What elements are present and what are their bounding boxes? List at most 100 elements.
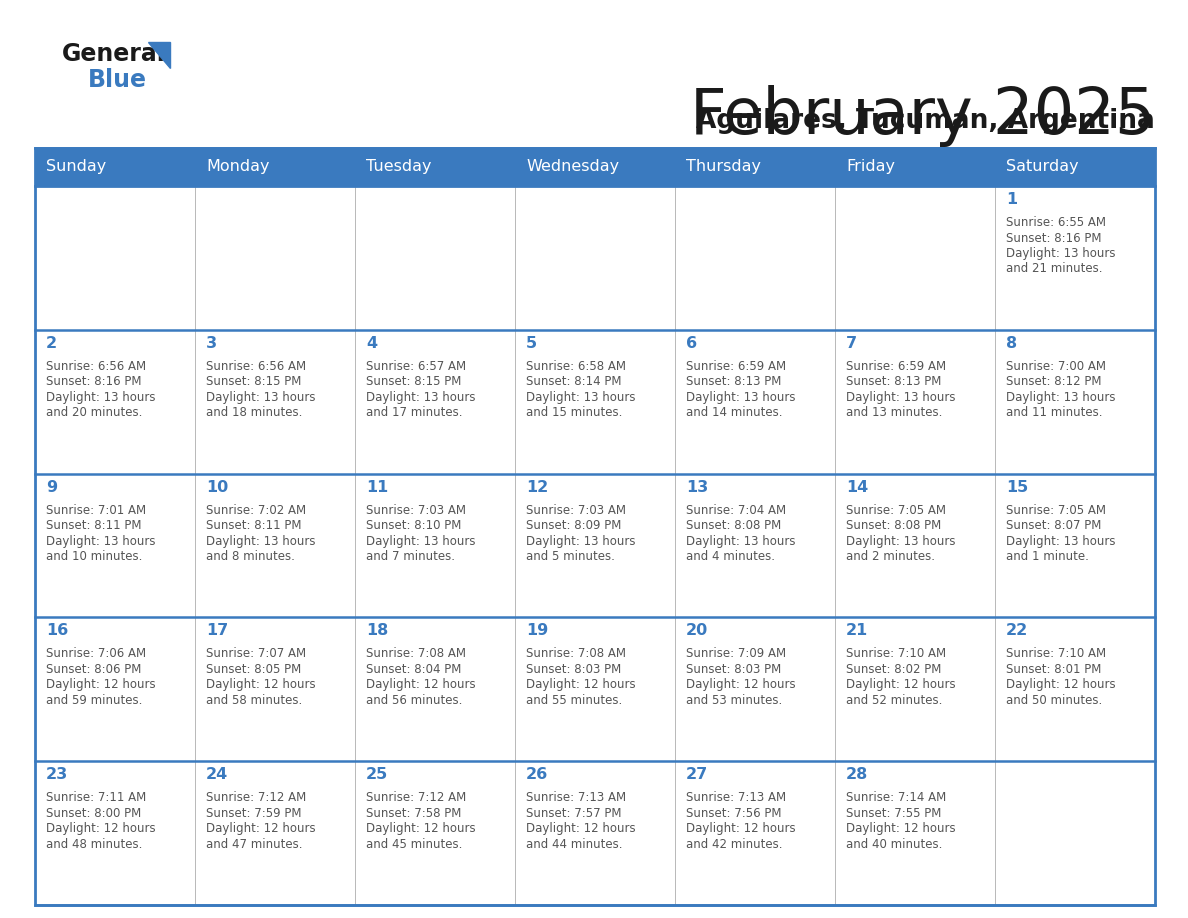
Text: and 13 minutes.: and 13 minutes. <box>846 407 942 420</box>
Text: Sunrise: 7:10 AM: Sunrise: 7:10 AM <box>1006 647 1106 660</box>
Text: Sunrise: 7:05 AM: Sunrise: 7:05 AM <box>1006 504 1106 517</box>
Text: 11: 11 <box>366 479 388 495</box>
Text: and 21 minutes.: and 21 minutes. <box>1006 263 1102 275</box>
Text: and 59 minutes.: and 59 minutes. <box>46 694 143 707</box>
Text: 26: 26 <box>526 767 549 782</box>
Text: and 17 minutes.: and 17 minutes. <box>366 407 462 420</box>
Text: 13: 13 <box>687 479 708 495</box>
Bar <box>835 474 996 618</box>
Text: 5: 5 <box>526 336 537 351</box>
Polygon shape <box>148 42 170 68</box>
Text: Daylight: 12 hours: Daylight: 12 hours <box>526 678 636 691</box>
Text: 3: 3 <box>207 336 217 351</box>
Bar <box>195 148 355 186</box>
Text: Sunrise: 7:13 AM: Sunrise: 7:13 AM <box>526 791 626 804</box>
Text: 21: 21 <box>846 623 868 638</box>
Bar <box>34 761 195 905</box>
Text: and 4 minutes.: and 4 minutes. <box>687 550 776 563</box>
Text: Daylight: 13 hours: Daylight: 13 hours <box>366 391 475 404</box>
Text: Daylight: 13 hours: Daylight: 13 hours <box>1006 391 1116 404</box>
Bar <box>996 474 1155 618</box>
Text: and 11 minutes.: and 11 minutes. <box>1006 407 1102 420</box>
Bar <box>195 474 355 618</box>
Text: Sunset: 7:59 PM: Sunset: 7:59 PM <box>207 807 302 820</box>
Text: 20: 20 <box>687 623 708 638</box>
Text: Sunrise: 7:00 AM: Sunrise: 7:00 AM <box>1006 360 1106 373</box>
Text: and 52 minutes.: and 52 minutes. <box>846 694 942 707</box>
Bar <box>34 148 1155 905</box>
Bar <box>835 330 996 474</box>
Bar <box>675 761 835 905</box>
Text: 9: 9 <box>46 479 57 495</box>
Text: Sunrise: 7:12 AM: Sunrise: 7:12 AM <box>207 791 307 804</box>
Text: 25: 25 <box>366 767 388 782</box>
Text: and 10 minutes.: and 10 minutes. <box>46 550 143 563</box>
Text: and 47 minutes.: and 47 minutes. <box>207 838 303 851</box>
Bar <box>835 148 996 186</box>
Bar <box>355 761 516 905</box>
Text: Sunrise: 7:08 AM: Sunrise: 7:08 AM <box>526 647 626 660</box>
Bar <box>355 186 516 330</box>
Text: and 58 minutes.: and 58 minutes. <box>207 694 303 707</box>
Text: Sunrise: 7:13 AM: Sunrise: 7:13 AM <box>687 791 786 804</box>
Text: and 55 minutes.: and 55 minutes. <box>526 694 623 707</box>
Text: Friday: Friday <box>846 160 896 174</box>
Text: Sunset: 8:15 PM: Sunset: 8:15 PM <box>366 375 462 388</box>
Bar <box>195 761 355 905</box>
Text: Sunset: 8:03 PM: Sunset: 8:03 PM <box>687 663 782 676</box>
Text: Sunset: 8:02 PM: Sunset: 8:02 PM <box>846 663 942 676</box>
Text: Sunrise: 7:04 AM: Sunrise: 7:04 AM <box>687 504 786 517</box>
Text: Sunset: 7:58 PM: Sunset: 7:58 PM <box>366 807 462 820</box>
Text: and 15 minutes.: and 15 minutes. <box>526 407 623 420</box>
Text: Sunset: 8:08 PM: Sunset: 8:08 PM <box>846 519 941 532</box>
Bar <box>516 330 675 474</box>
Text: Sunset: 8:08 PM: Sunset: 8:08 PM <box>687 519 782 532</box>
Bar <box>996 186 1155 330</box>
Text: Daylight: 13 hours: Daylight: 13 hours <box>207 534 316 548</box>
Text: Sunrise: 7:05 AM: Sunrise: 7:05 AM <box>846 504 946 517</box>
Text: Daylight: 12 hours: Daylight: 12 hours <box>687 823 796 835</box>
Text: Daylight: 12 hours: Daylight: 12 hours <box>846 823 956 835</box>
Text: Daylight: 12 hours: Daylight: 12 hours <box>46 823 156 835</box>
Text: 2: 2 <box>46 336 57 351</box>
Bar <box>516 148 675 186</box>
Text: Sunrise: 6:58 AM: Sunrise: 6:58 AM <box>526 360 626 373</box>
Bar <box>516 761 675 905</box>
Bar <box>34 186 195 330</box>
Text: 1: 1 <box>1006 192 1017 207</box>
Text: 12: 12 <box>526 479 549 495</box>
Text: and 42 minutes.: and 42 minutes. <box>687 838 783 851</box>
Text: and 5 minutes.: and 5 minutes. <box>526 550 615 563</box>
Text: Sunrise: 6:59 AM: Sunrise: 6:59 AM <box>846 360 947 373</box>
Text: Sunset: 8:14 PM: Sunset: 8:14 PM <box>526 375 621 388</box>
Text: 16: 16 <box>46 623 69 638</box>
Text: Thursday: Thursday <box>687 160 762 174</box>
Text: 18: 18 <box>366 623 388 638</box>
Bar <box>34 148 195 186</box>
Text: and 7 minutes.: and 7 minutes. <box>366 550 455 563</box>
Text: Sunset: 8:11 PM: Sunset: 8:11 PM <box>46 519 141 532</box>
Text: Daylight: 13 hours: Daylight: 13 hours <box>46 391 156 404</box>
Bar <box>835 618 996 761</box>
Text: Sunrise: 7:14 AM: Sunrise: 7:14 AM <box>846 791 947 804</box>
Bar <box>675 618 835 761</box>
Text: 14: 14 <box>846 479 868 495</box>
Text: Sunset: 8:09 PM: Sunset: 8:09 PM <box>526 519 621 532</box>
Text: Sunday: Sunday <box>46 160 107 174</box>
Text: 24: 24 <box>207 767 228 782</box>
Bar <box>675 148 835 186</box>
Bar <box>675 186 835 330</box>
Text: Sunrise: 7:06 AM: Sunrise: 7:06 AM <box>46 647 146 660</box>
Text: Daylight: 13 hours: Daylight: 13 hours <box>687 534 796 548</box>
Text: and 8 minutes.: and 8 minutes. <box>207 550 295 563</box>
Text: Sunset: 8:00 PM: Sunset: 8:00 PM <box>46 807 141 820</box>
Text: Daylight: 12 hours: Daylight: 12 hours <box>366 678 476 691</box>
Text: and 20 minutes.: and 20 minutes. <box>46 407 143 420</box>
Text: Sunrise: 7:03 AM: Sunrise: 7:03 AM <box>526 504 626 517</box>
Text: Sunrise: 6:59 AM: Sunrise: 6:59 AM <box>687 360 786 373</box>
Text: Sunset: 8:12 PM: Sunset: 8:12 PM <box>1006 375 1101 388</box>
Text: and 50 minutes.: and 50 minutes. <box>1006 694 1102 707</box>
Text: Sunrise: 7:09 AM: Sunrise: 7:09 AM <box>687 647 786 660</box>
Text: and 14 minutes.: and 14 minutes. <box>687 407 783 420</box>
Text: Daylight: 13 hours: Daylight: 13 hours <box>687 391 796 404</box>
